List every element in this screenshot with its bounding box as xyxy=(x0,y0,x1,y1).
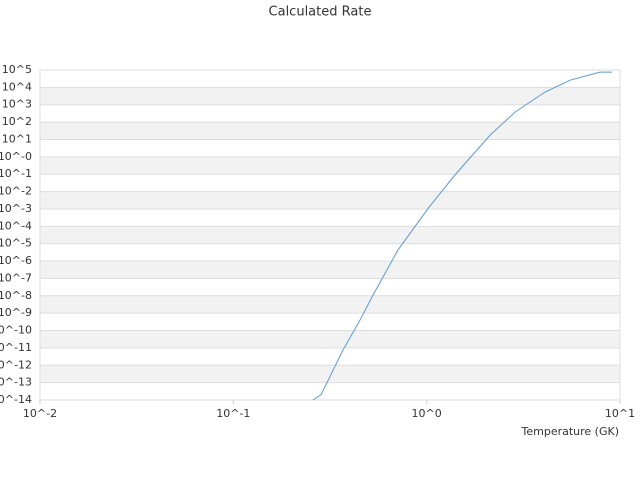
grid-band xyxy=(40,87,620,105)
data-line xyxy=(312,71,613,401)
y-tick-label: 10^-8 xyxy=(0,289,32,302)
grid-band xyxy=(40,261,620,279)
x-tick-label: 10^0 xyxy=(412,407,442,420)
y-tick-label: 10^-12 xyxy=(0,358,32,371)
chart-title: Calculated Rate xyxy=(269,5,372,20)
grid-band xyxy=(40,191,620,209)
y-tick-label: 10^-5 xyxy=(0,237,32,250)
x-tick-label: 10^-2 xyxy=(23,407,57,420)
y-tick-label: 10^-7 xyxy=(0,271,32,284)
y-tick-label: 10^4 xyxy=(2,80,32,93)
grid-band xyxy=(40,122,620,140)
y-tick-label: 10^3 xyxy=(2,98,32,111)
y-tick-label: 10^-3 xyxy=(0,202,32,215)
plot-border xyxy=(39,69,621,401)
grid-band xyxy=(40,330,620,348)
y-tick-label: 10^-6 xyxy=(0,254,32,267)
x-axis-label: Temperature (GK) xyxy=(521,425,620,438)
y-tick-label: 10^-0 xyxy=(0,150,32,163)
x-tick-label: 10^-1 xyxy=(216,407,250,420)
grid-band xyxy=(40,295,620,314)
grid-band xyxy=(40,156,620,175)
grid-band xyxy=(40,365,620,383)
y-tick-label: 10^5 xyxy=(2,63,32,76)
x-tick-label: 10^1 xyxy=(605,407,635,420)
grid-band xyxy=(40,226,620,244)
y-tick-label: 10^-13 xyxy=(0,376,32,389)
y-tick-label: 10^-1 xyxy=(0,167,32,180)
y-tick-label: 10^-10 xyxy=(0,324,32,337)
y-tick-label: 10^-11 xyxy=(0,341,32,354)
y-tick-label: 10^1 xyxy=(2,132,32,145)
y-tick-label: 10^-4 xyxy=(0,219,32,232)
y-tick-label: 10^-14 xyxy=(0,393,32,406)
y-tick-label: 10^-9 xyxy=(0,306,32,319)
y-tick-label: 10^-2 xyxy=(0,185,32,198)
y-tick-label: 10^2 xyxy=(2,115,32,128)
